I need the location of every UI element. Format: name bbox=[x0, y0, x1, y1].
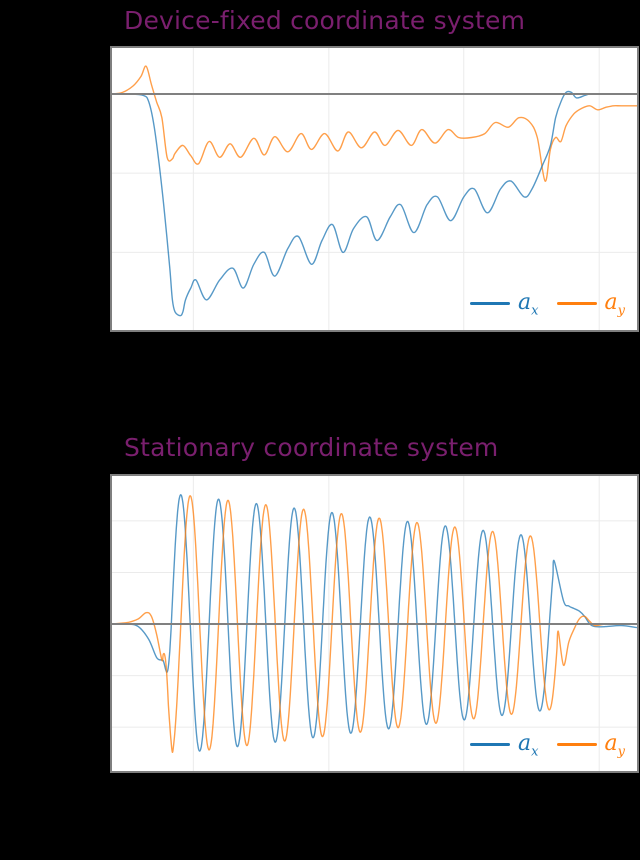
legend-swatch-ax bbox=[470, 302, 511, 306]
bottom-chart-legend: ax ay bbox=[460, 731, 625, 759]
top-chart-title: Device-fixed coordinate system bbox=[124, 6, 526, 35]
bottom-chart-title: Stationary coordinate system bbox=[124, 433, 499, 462]
series-line-ax bbox=[112, 90, 637, 317]
legend-item-ay: ay bbox=[556, 730, 625, 759]
legend-item-ax: ax bbox=[470, 289, 539, 318]
legend-swatch-ax bbox=[470, 743, 511, 747]
legend-label-ay: ay bbox=[604, 730, 625, 759]
legend-label-ax: ax bbox=[518, 730, 539, 759]
legend-item-ax: ax bbox=[470, 730, 539, 759]
series-line-ay bbox=[112, 495, 637, 754]
series-line-ay bbox=[112, 65, 637, 182]
legend-label-ax: ax bbox=[518, 289, 539, 318]
bottom-chart-lines bbox=[112, 476, 637, 771]
legend-item-ay: ay bbox=[556, 289, 625, 318]
top-chart-plot-area: ax ay bbox=[110, 46, 639, 332]
legend-swatch-ay bbox=[556, 302, 597, 306]
bottom-chart-plot-area: ax ay bbox=[110, 474, 639, 773]
series-line-ax bbox=[112, 494, 637, 752]
legend-label-ay: ay bbox=[604, 289, 625, 318]
legend-swatch-ay bbox=[556, 743, 597, 747]
top-chart-lines bbox=[112, 48, 637, 330]
top-chart-legend: ax ay bbox=[460, 290, 625, 318]
